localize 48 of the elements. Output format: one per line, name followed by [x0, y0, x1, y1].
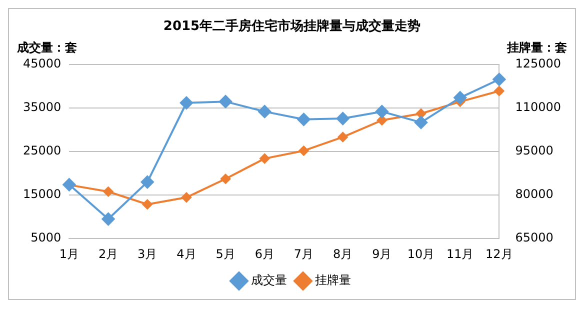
- point: [140, 176, 154, 189]
- point: [142, 199, 152, 210]
- point: [258, 105, 272, 118]
- point: [375, 105, 388, 118]
- point: [297, 112, 310, 126]
- point: [414, 116, 428, 129]
- point: [102, 212, 115, 226]
- point: [494, 86, 504, 96]
- legend-label: 成交量: [251, 273, 287, 288]
- y2-tick-label: 80000: [515, 187, 554, 202]
- y-tick-label: 45000: [22, 56, 62, 71]
- y2-axis-title: 挂牌量：套: [506, 40, 567, 55]
- point: [220, 174, 231, 184]
- point: [336, 112, 350, 126]
- point: [219, 95, 232, 108]
- y2-tick-label: 125000: [515, 56, 562, 71]
- y-tick-label: 35000: [22, 100, 62, 114]
- legend-label: 挂牌量: [315, 273, 351, 288]
- x-tick-label: 3月: [138, 246, 158, 261]
- point: [454, 91, 467, 104]
- x-tick-label: 2月: [98, 246, 118, 261]
- x-tick-label: 9月: [372, 246, 392, 261]
- x-tick-label: 6月: [254, 246, 274, 261]
- y-tick-label: 25000: [22, 144, 62, 158]
- y-tick-label: 5000: [30, 230, 62, 245]
- x-tick-label: 1月: [59, 246, 79, 261]
- point: [492, 72, 506, 86]
- x-tick-label: 4月: [176, 246, 196, 261]
- y2-tick-label: 65000: [515, 230, 554, 245]
- y2-tick-label: 110000: [515, 100, 562, 114]
- x-tick-label: 11月: [446, 246, 474, 261]
- chart-title: 2015年二手房住宅市场挂牌量与成交量走势: [163, 18, 421, 34]
- point: [416, 108, 426, 119]
- point: [103, 186, 114, 197]
- point: [181, 192, 192, 202]
- point: [376, 115, 387, 126]
- point: [338, 132, 348, 142]
- y2-tick-label: 95000: [515, 144, 554, 158]
- x-tick-label: 5月: [216, 246, 236, 261]
- x-tick-label: 8月: [333, 246, 353, 261]
- x-tick-label: 7月: [294, 246, 314, 261]
- point: [180, 96, 193, 110]
- y-tick-label: 15000: [22, 187, 62, 202]
- point: [298, 146, 309, 156]
- y-axis-title: 成交量：套: [16, 40, 77, 55]
- x-tick-label: 10月: [407, 246, 435, 261]
- point: [260, 154, 270, 164]
- x-tick-label: 12月: [486, 246, 513, 261]
